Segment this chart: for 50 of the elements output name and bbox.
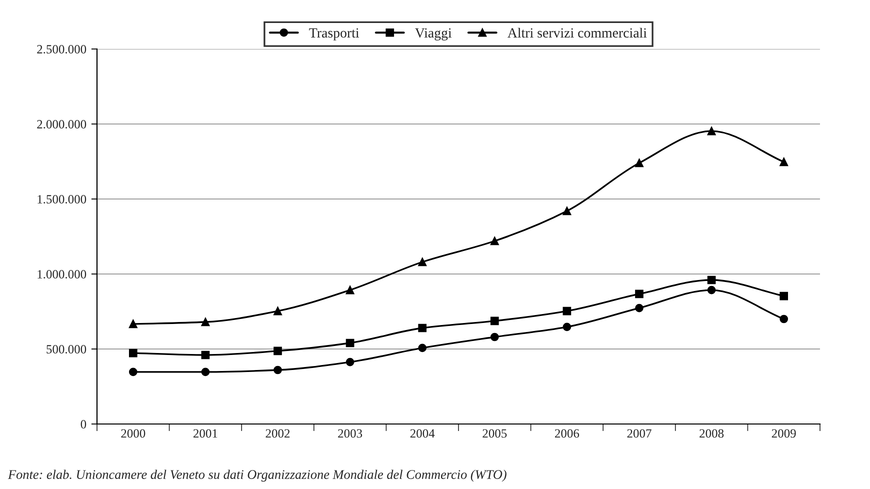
x-tick-label: 2009 bbox=[772, 429, 796, 438]
x-tick-label: 2003 bbox=[338, 429, 362, 438]
x-tick-label: 2008 bbox=[700, 429, 724, 438]
point bbox=[128, 368, 138, 376]
y-tick-label: 0 bbox=[80, 420, 86, 428]
y-tick-label: 1.500.000 bbox=[38, 195, 86, 204]
y-tick-label: 2.000.000 bbox=[37, 120, 86, 129]
y-tick-label: 500.000 bbox=[46, 345, 86, 354]
point bbox=[128, 320, 138, 328]
point bbox=[490, 316, 499, 326]
point bbox=[346, 338, 354, 348]
x-tick-label: 2001 bbox=[194, 429, 218, 438]
x-tick-label: 2005 bbox=[482, 429, 507, 438]
point bbox=[562, 206, 572, 216]
point bbox=[346, 286, 354, 294]
point bbox=[707, 126, 716, 136]
point bbox=[201, 368, 210, 376]
point bbox=[418, 324, 427, 332]
source-note: Fonte: elab. Unioncamere del Veneto su dati Organizzazione Mondiale del Commercio (WTO) bbox=[8, 470, 506, 482]
x-tick-label: 2000 bbox=[121, 429, 146, 438]
point bbox=[707, 276, 716, 284]
legend-label: Altri servizi commerciali bbox=[508, 28, 647, 38]
point bbox=[780, 158, 788, 166]
point bbox=[780, 292, 788, 300]
point bbox=[128, 348, 138, 358]
point bbox=[635, 304, 644, 312]
y-tick-label: 2.500.000 bbox=[37, 45, 86, 54]
point bbox=[274, 306, 282, 316]
point bbox=[274, 366, 282, 374]
point bbox=[418, 344, 427, 352]
point bbox=[490, 236, 499, 246]
point bbox=[780, 314, 788, 324]
y-tick-label: 1.000.000 bbox=[38, 270, 86, 279]
point bbox=[201, 350, 210, 360]
legend-label: Trasporti bbox=[309, 28, 360, 40]
point bbox=[201, 318, 210, 326]
legend-label: Viaggi bbox=[415, 28, 452, 40]
point bbox=[635, 290, 644, 298]
x-tick-label: 2007 bbox=[627, 429, 652, 438]
point bbox=[635, 158, 644, 168]
x-tick-label: 2002 bbox=[266, 429, 290, 438]
point bbox=[490, 332, 499, 342]
x-tick-label: 2006 bbox=[555, 429, 580, 438]
point bbox=[562, 306, 572, 316]
point bbox=[418, 258, 427, 266]
point bbox=[346, 358, 354, 366]
point bbox=[562, 322, 572, 332]
point bbox=[274, 346, 282, 356]
x-tick-label: 2004 bbox=[410, 429, 435, 438]
point bbox=[707, 286, 716, 294]
